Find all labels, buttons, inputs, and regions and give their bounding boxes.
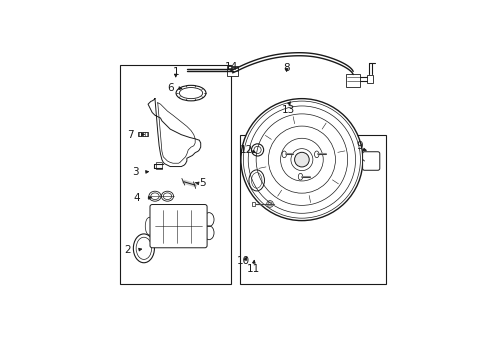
Bar	[346, 74, 359, 87]
FancyBboxPatch shape	[362, 152, 379, 170]
Bar	[156, 162, 162, 169]
Circle shape	[241, 99, 362, 221]
Text: 13: 13	[281, 105, 294, 115]
Text: 1: 1	[172, 67, 179, 77]
Bar	[226, 66, 238, 76]
Text: 6: 6	[166, 83, 173, 93]
Text: 3: 3	[132, 167, 139, 177]
FancyBboxPatch shape	[150, 204, 207, 248]
Text: 12: 12	[239, 145, 253, 155]
Bar	[239, 135, 386, 284]
Text: 10: 10	[237, 256, 250, 266]
Text: 5: 5	[199, 178, 205, 188]
Polygon shape	[148, 99, 200, 167]
Text: 7: 7	[127, 130, 134, 140]
Text: 9: 9	[356, 141, 363, 151]
Bar	[366, 75, 372, 84]
Text: 4: 4	[133, 193, 140, 203]
Text: 11: 11	[246, 264, 260, 274]
Bar	[138, 132, 148, 136]
Bar	[251, 202, 255, 206]
Text: 14: 14	[224, 62, 237, 72]
Circle shape	[294, 152, 308, 167]
Bar	[120, 66, 231, 284]
Text: 8: 8	[283, 63, 289, 73]
Text: 2: 2	[123, 245, 130, 255]
